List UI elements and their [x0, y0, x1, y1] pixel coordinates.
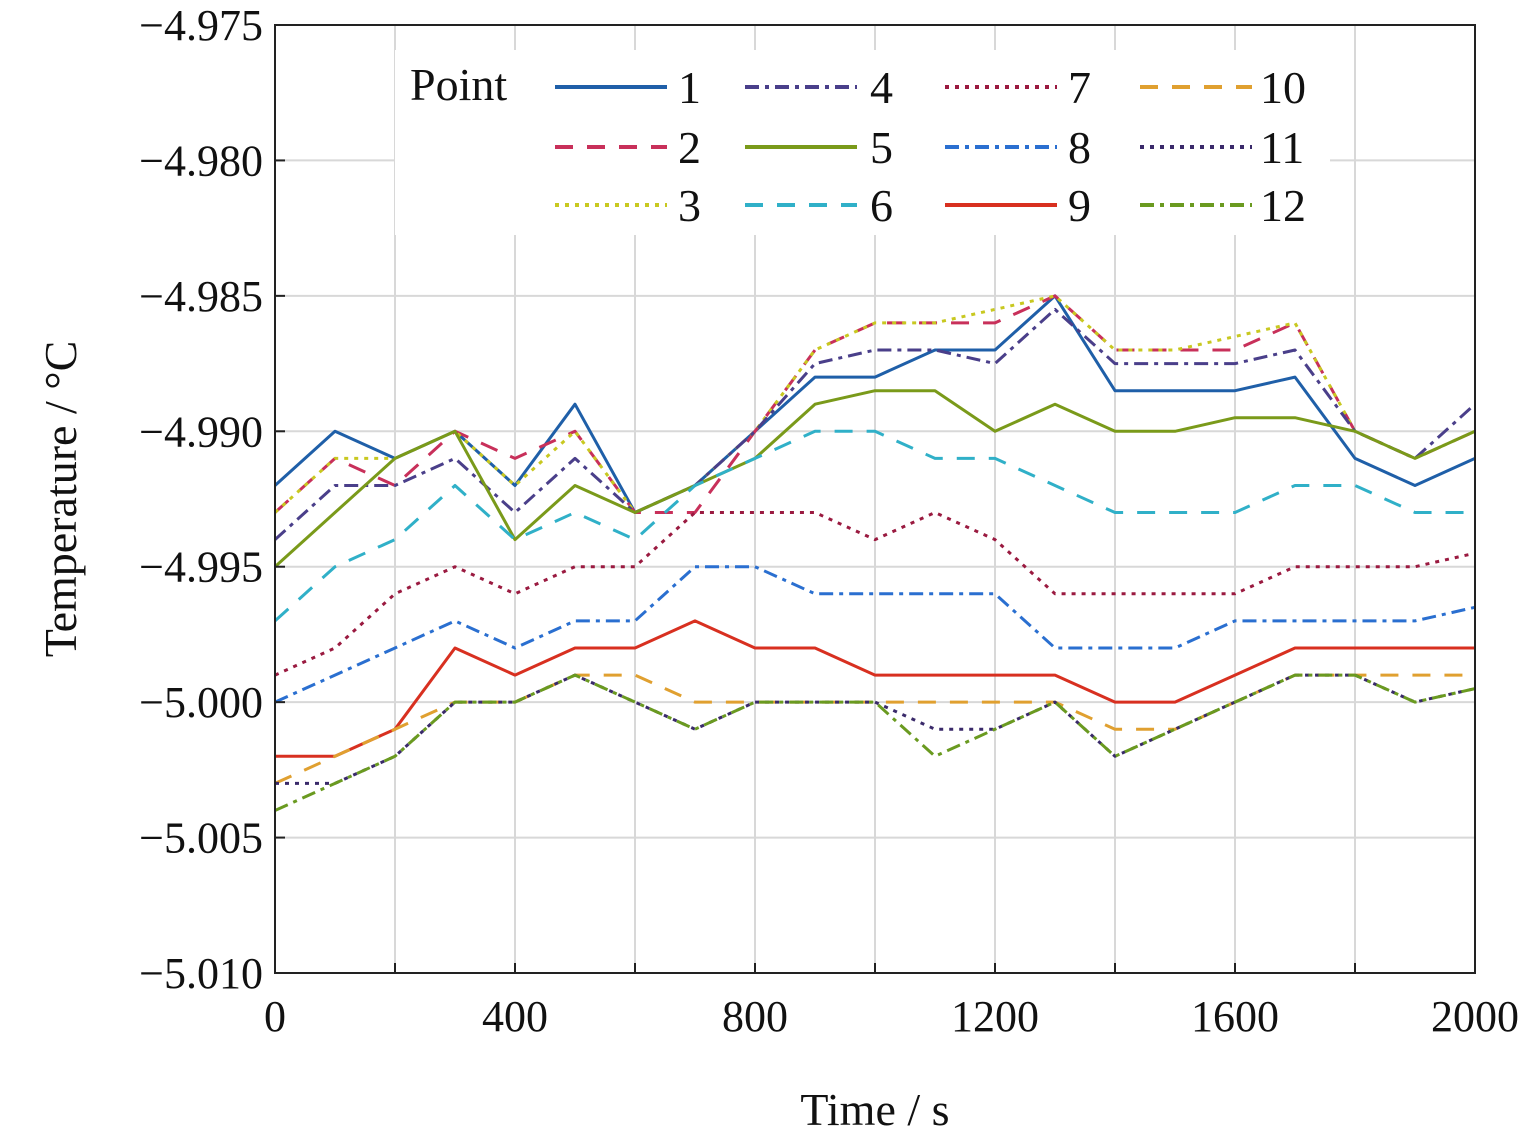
- series-line-4: [273, 307, 1477, 541]
- y-tick-label: −4.980: [139, 136, 263, 185]
- y-tick-label: −4.995: [139, 543, 263, 592]
- series-line-6: [273, 429, 1475, 623]
- legend-label-8: 8: [1068, 122, 1091, 173]
- legend-background: [395, 50, 1330, 235]
- legend-title: Point: [410, 59, 507, 110]
- series-lines: [273, 294, 1477, 812]
- legend-label-3: 3: [678, 180, 701, 231]
- legend-label-11: 11: [1260, 122, 1304, 173]
- y-tick-label: −4.990: [139, 407, 263, 456]
- y-tick-label: −5.000: [139, 678, 263, 727]
- x-tick-label: 0: [264, 992, 286, 1041]
- series-line-12: [274, 673, 1476, 812]
- legend-label-4: 4: [870, 62, 893, 113]
- legend-label-7: 7: [1068, 62, 1091, 113]
- y-tick-label: −5.010: [139, 949, 263, 998]
- ticks: −5.010 −5.005 −5.000 −4.995 −4.990 −4.985 −4.9…: [139, 1, 1519, 1041]
- series-line-3: [273, 294, 1476, 514]
- series-line-7: [274, 511, 1476, 677]
- series-line-9: [275, 619, 1475, 758]
- legend-label-12: 12: [1260, 180, 1306, 231]
- y-tick-label: −5.005: [139, 814, 263, 863]
- legend-label-1: 1: [678, 62, 701, 113]
- legend-label-9: 9: [1068, 180, 1091, 231]
- x-tick-label: 1200: [951, 992, 1039, 1041]
- series-line-2: [273, 294, 1476, 514]
- x-tick-label: 400: [482, 992, 548, 1041]
- series-line-5: [273, 389, 1476, 568]
- legend-label-6: 6: [870, 180, 893, 231]
- x-tick-label: 1600: [1191, 992, 1279, 1041]
- y-tick-label: −4.975: [139, 1, 263, 50]
- y-tick-label: −4.985: [139, 272, 263, 321]
- x-tick-label: 2000: [1431, 992, 1519, 1041]
- legend-label-5: 5: [870, 122, 893, 173]
- legend-label-2: 2: [678, 122, 701, 173]
- x-axis-label: Time / s: [800, 1084, 949, 1135]
- series-line-8: [274, 565, 1476, 704]
- x-tick-label: 800: [722, 992, 788, 1041]
- legend-label-10: 10: [1260, 62, 1306, 113]
- y-axis-label: Temperature / °C: [35, 341, 86, 658]
